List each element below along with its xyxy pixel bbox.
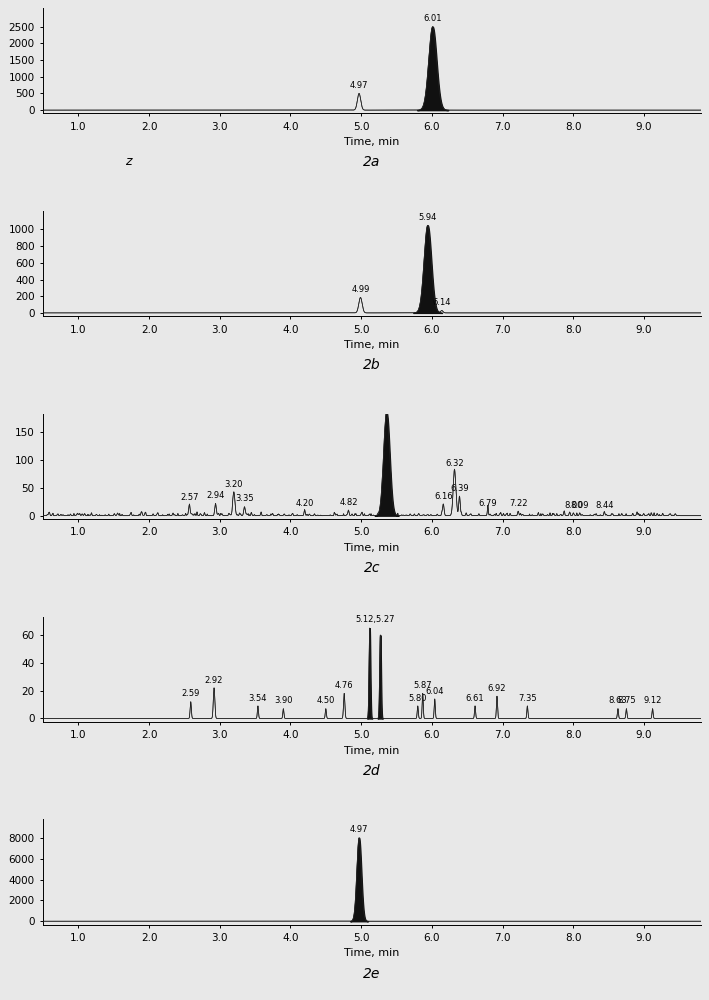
Text: 6.61: 6.61: [466, 694, 484, 703]
Text: 6.14: 6.14: [432, 298, 451, 307]
Text: 8.00: 8.00: [564, 501, 583, 510]
Text: 2d: 2d: [363, 764, 381, 778]
Text: 3.35: 3.35: [235, 494, 254, 503]
Text: 2.94: 2.94: [206, 491, 225, 500]
X-axis label: Time, min: Time, min: [344, 137, 399, 147]
X-axis label: Time, min: Time, min: [344, 746, 399, 756]
Text: 8.63: 8.63: [608, 696, 627, 705]
Text: 6.79: 6.79: [479, 499, 497, 508]
Text: 2.59: 2.59: [182, 689, 200, 698]
Text: 8.09: 8.09: [571, 501, 589, 510]
Text: 2e: 2e: [363, 967, 381, 981]
Text: 4.82: 4.82: [339, 498, 358, 507]
Text: 5.36: 5.36: [0, 999, 1, 1000]
Text: 5.12,5.27: 5.12,5.27: [355, 615, 395, 624]
Text: 5.94: 5.94: [418, 213, 437, 222]
Text: 4.76: 4.76: [335, 681, 354, 690]
X-axis label: Time, min: Time, min: [344, 340, 399, 350]
Text: 2a: 2a: [363, 155, 381, 169]
Text: 4.97: 4.97: [350, 825, 368, 834]
Text: 6.39: 6.39: [450, 484, 469, 493]
Text: 2.57: 2.57: [180, 493, 199, 502]
X-axis label: Time, min: Time, min: [344, 948, 399, 958]
Text: z: z: [125, 155, 132, 168]
Text: 9.12: 9.12: [643, 696, 661, 705]
Text: 6.92: 6.92: [488, 684, 506, 693]
Text: 7.22: 7.22: [509, 499, 527, 508]
Text: 3.20: 3.20: [225, 480, 243, 489]
Text: 4.20: 4.20: [296, 499, 314, 508]
Text: 6.16: 6.16: [434, 492, 452, 501]
Text: 6.32: 6.32: [445, 459, 464, 468]
Text: 6.04: 6.04: [425, 687, 444, 696]
Text: 4.99: 4.99: [351, 285, 369, 294]
Text: 7.35: 7.35: [518, 694, 537, 703]
Text: 2b: 2b: [363, 358, 381, 372]
X-axis label: Time, min: Time, min: [344, 543, 399, 553]
Text: 4.50: 4.50: [317, 696, 335, 705]
Text: 8.75: 8.75: [617, 696, 636, 705]
Text: 3.90: 3.90: [274, 696, 293, 705]
Text: 6.01: 6.01: [423, 14, 442, 23]
Text: 2c: 2c: [364, 561, 380, 575]
Text: 4.97: 4.97: [350, 81, 368, 90]
Text: 3.54: 3.54: [249, 694, 267, 703]
Text: 5.80: 5.80: [408, 694, 427, 703]
Text: 8.44: 8.44: [596, 501, 614, 510]
Text: 2.92: 2.92: [205, 676, 223, 685]
Text: 5.87: 5.87: [413, 681, 432, 690]
